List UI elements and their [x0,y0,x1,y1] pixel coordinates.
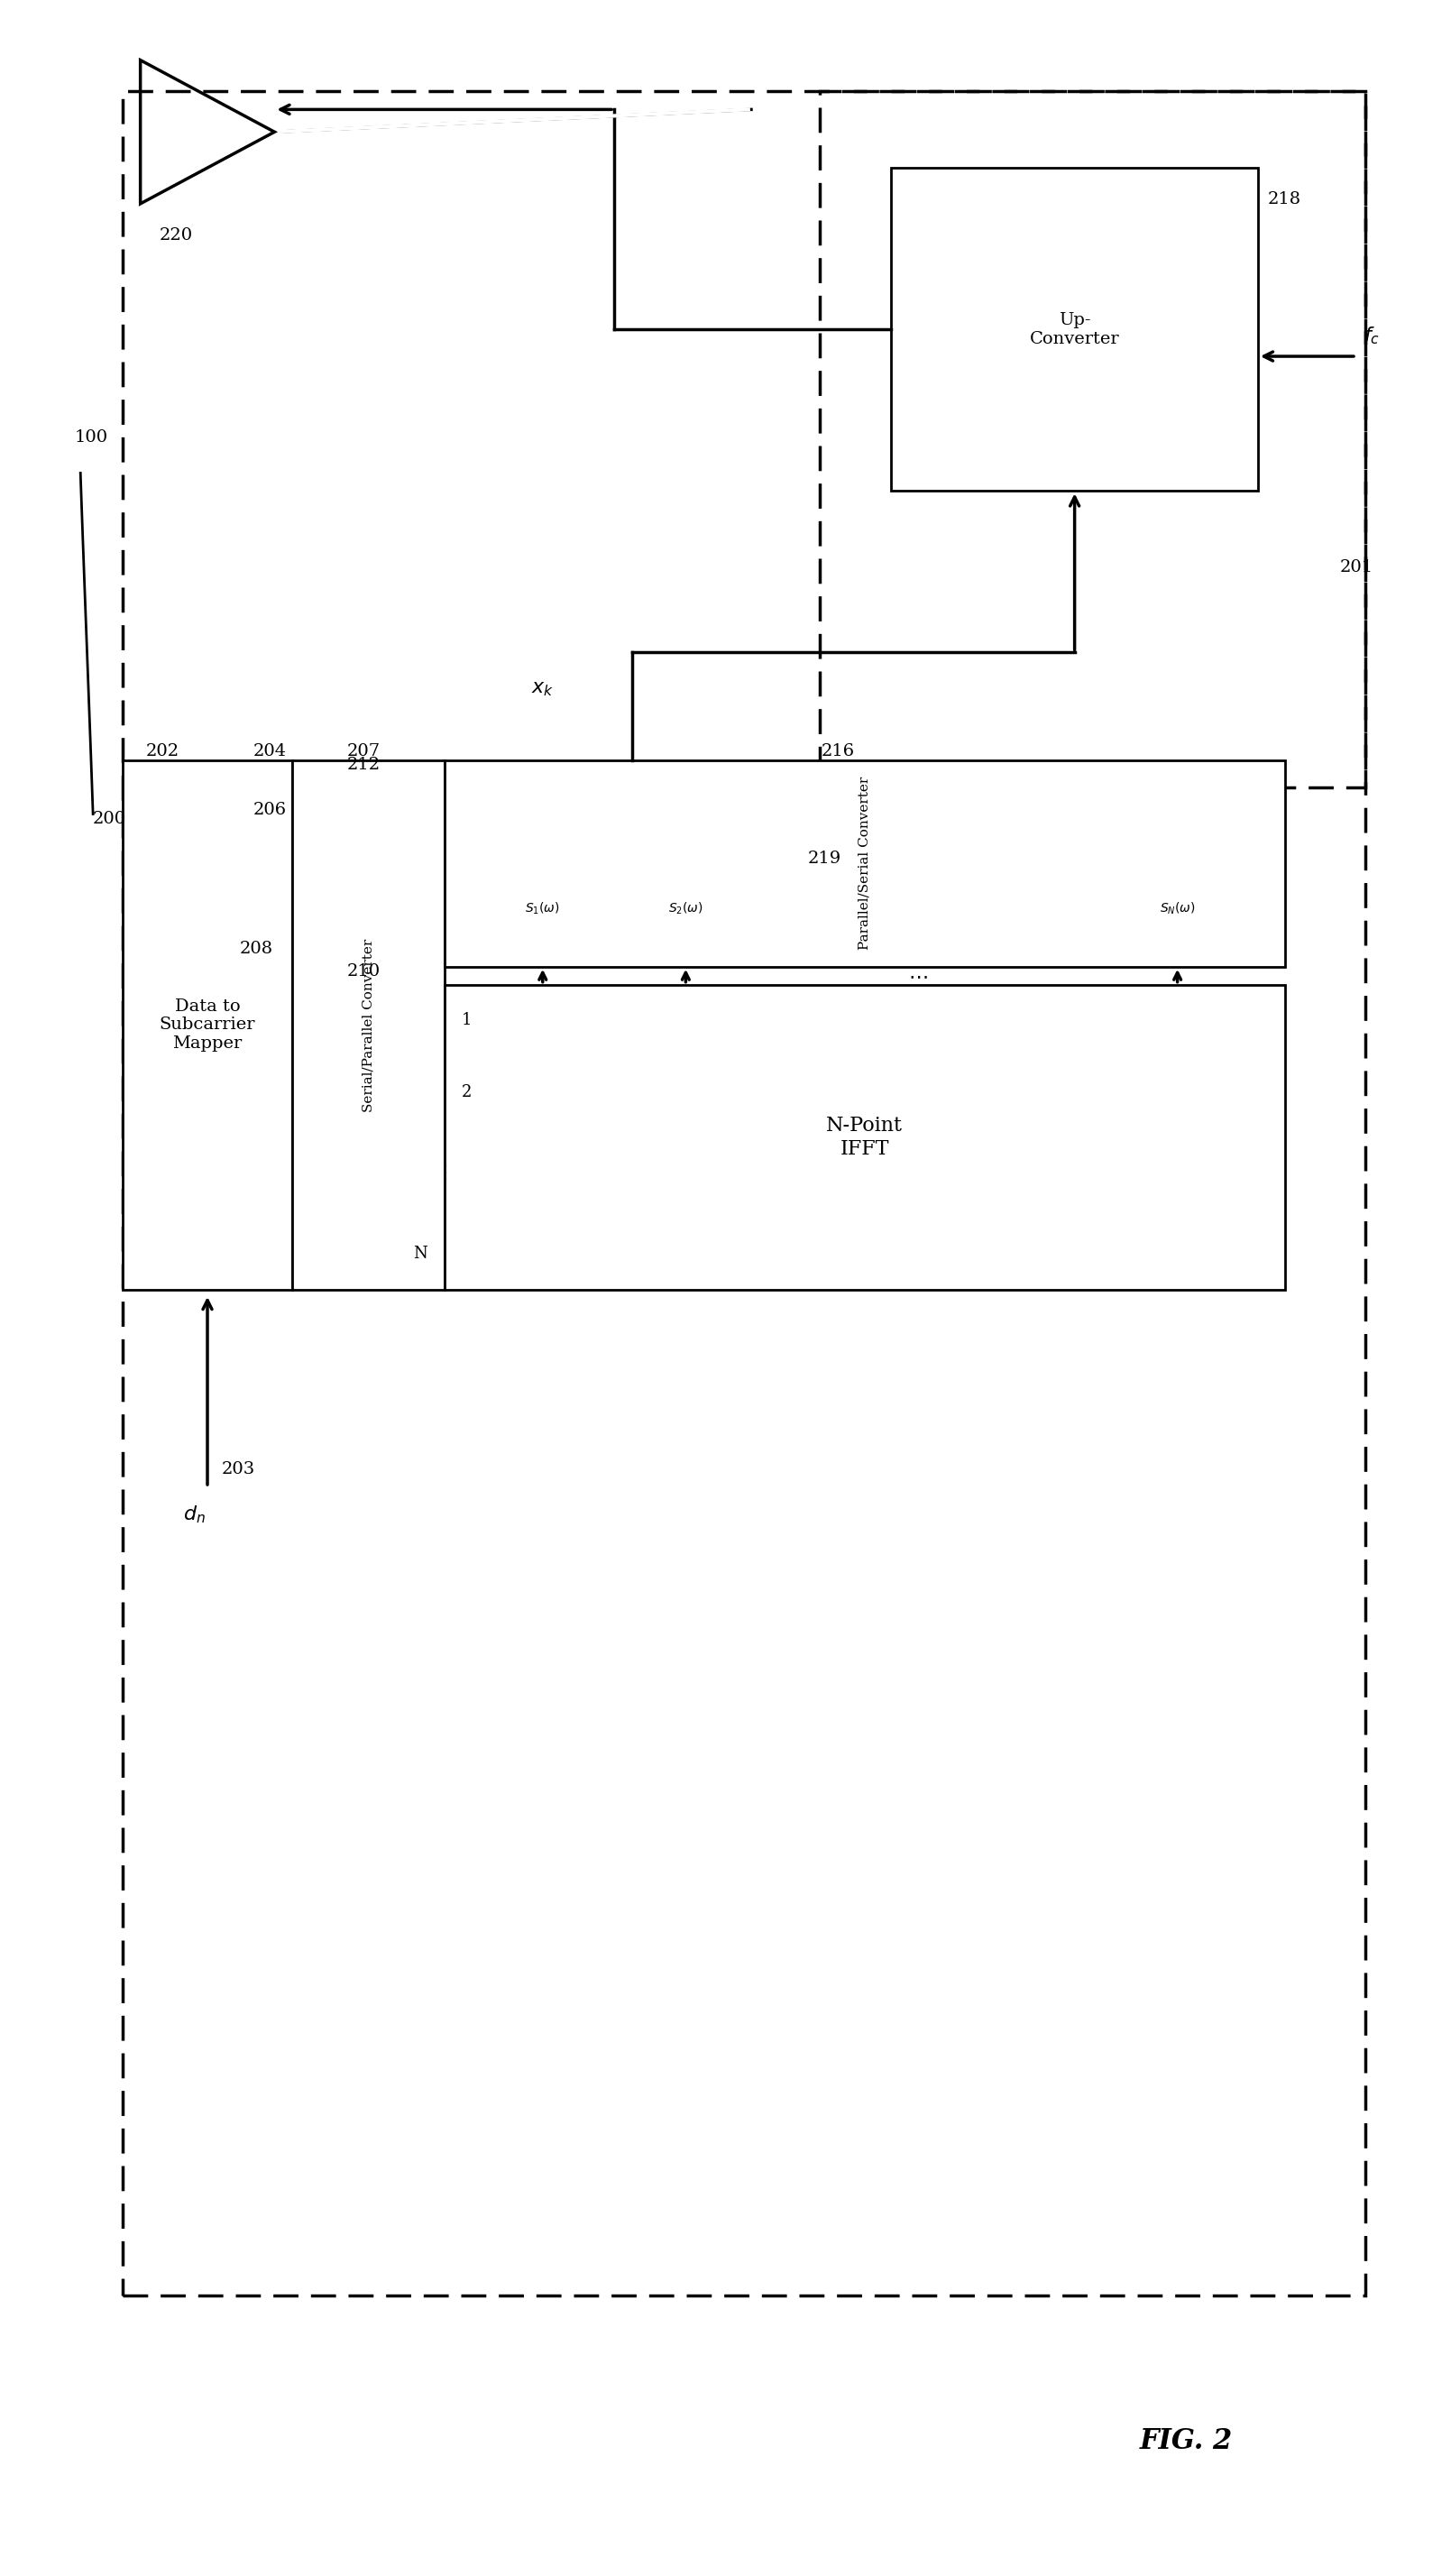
Bar [444,984,1284,1291]
Bar [444,760,1284,966]
Text: N-Point
IFFT: N-Point IFFT [826,1115,903,1159]
Bar [292,760,444,1291]
Text: 1: 1 [461,1012,472,1028]
Text: 2: 2 [461,1084,472,1100]
Text: Data to
Subcarrier
Mapper: Data to Subcarrier Mapper [160,997,255,1051]
Text: Parallel/Serial Converter: Parallel/Serial Converter [858,778,871,951]
Text: $x_k$: $x_k$ [531,677,554,698]
Bar [122,760,292,1291]
Text: 200: 200 [93,811,126,827]
Text: $f_c$: $f_c$ [1364,325,1380,345]
Text: 208: 208 [239,940,273,956]
Text: 206: 206 [254,801,287,817]
Text: 212: 212 [347,757,380,773]
Text: $\cdots$: $\cdots$ [908,966,929,984]
Text: FIG. 2: FIG. 2 [1139,2427,1232,2455]
Text: 100: 100 [74,430,107,446]
Text: $S_2(\omega)$: $S_2(\omega)$ [669,902,704,917]
Text: 220: 220 [160,227,193,242]
Bar [891,167,1258,492]
Text: 218: 218 [1268,191,1302,206]
Text: 216: 216 [821,742,855,760]
Text: 219: 219 [808,850,842,868]
Text: 202: 202 [147,742,180,760]
Text: 203: 203 [222,1461,255,1479]
Text: 207: 207 [347,742,380,760]
Text: Serial/Parallel Converter: Serial/Parallel Converter [363,938,374,1113]
Bar [122,93,1365,2295]
Text: $d_n$: $d_n$ [183,1504,205,1525]
Text: 210: 210 [347,963,380,979]
Text: $\cdots$: $\cdots$ [435,1164,453,1182]
Text: 201: 201 [1339,559,1373,574]
Bar [820,93,1365,788]
Text: N: N [414,1247,427,1262]
Text: Up-
Converter: Up- Converter [1030,312,1120,348]
Text: 204: 204 [254,742,287,760]
Text: $S_N(\omega)$: $S_N(\omega)$ [1159,902,1196,917]
Text: $S_1(\omega)$: $S_1(\omega)$ [525,902,560,917]
